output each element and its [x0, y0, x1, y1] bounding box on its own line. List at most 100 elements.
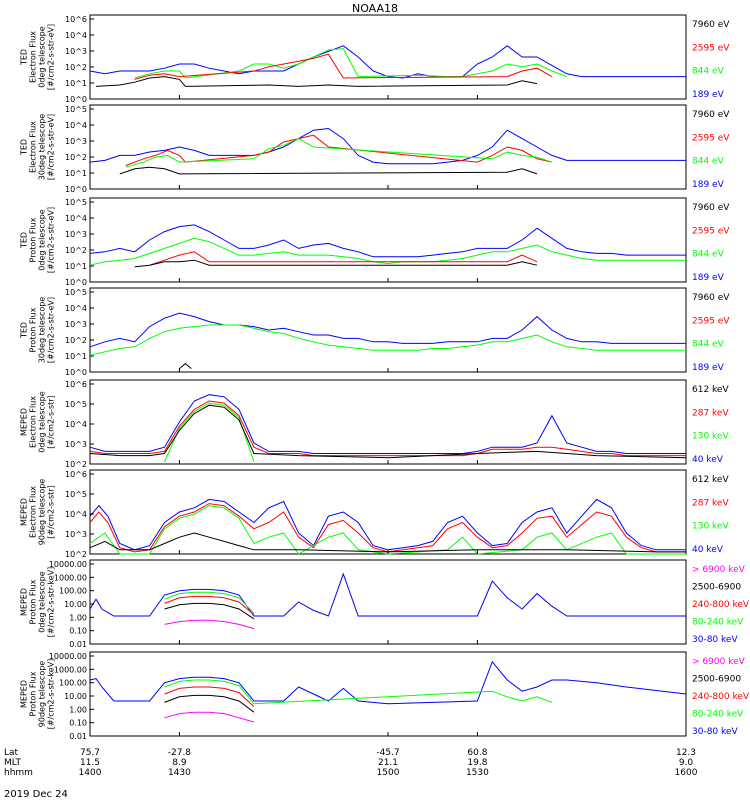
y-tick-label: 10^3	[65, 230, 87, 239]
series-line-1	[89, 127, 686, 165]
y-tick-label: 10^5	[65, 105, 87, 114]
y-axis-label-line: [#/cm2-s-str-keV]	[47, 659, 56, 730]
y-axis-label-line: 90deg telescope	[38, 661, 47, 728]
y-axis-label: MEPEDProton Flux90deg telescope[#/cm2-s-…	[20, 659, 56, 730]
series-line-2	[89, 237, 686, 266]
legend-entry: 287 keV	[692, 408, 729, 418]
panel-frame	[89, 287, 687, 373]
y-axis-label-line: Proton Flux	[29, 217, 38, 262]
legend-entry: 130 keV	[692, 432, 729, 442]
series-line-3	[125, 138, 553, 168]
y-tick-label: 10^6	[65, 15, 87, 24]
panel-1: 10^6 10^4 10^3 10^2 10^1 10^0 TEDElectron Flux…	[20, 14, 730, 104]
y-tick-label: 10^0	[65, 278, 87, 287]
y-tick-label: 10^4	[65, 304, 87, 313]
y-axis-label-line: 0deg telescope	[38, 209, 47, 270]
y-tick-label: 10^3	[65, 137, 87, 146]
x-tick-label-lat: 60.8	[467, 748, 487, 758]
panel-2: 10^5 10^4 10^3 10^2 10^1 10^0 TEDElectron Flux…	[20, 104, 730, 194]
y-tick-label: 10^3	[65, 530, 87, 539]
x-tick-label-hhmm: 1530	[466, 768, 489, 778]
y-axis-label-line: MEPED	[20, 408, 29, 436]
y-axis-label-line: 30deg telescope	[38, 297, 47, 364]
panel-7: 10000.00 1000.00 100.00 10.00 1.00 0.10 0.01 ME…	[20, 559, 750, 649]
series-line-4	[134, 259, 538, 268]
series-line-3	[134, 53, 553, 80]
series-line-1	[89, 224, 686, 258]
series-line-4	[95, 76, 538, 87]
y-axis-label-line: 30deg telescope	[38, 114, 47, 181]
series-line-3	[149, 251, 538, 266]
y-tick-label: 10^6	[65, 470, 87, 479]
y-axis-label-line: MEPED	[20, 498, 29, 526]
y-axis-label-line: Electron Flux	[29, 31, 38, 83]
series-line-4	[164, 694, 255, 713]
legend-entry: 130 keV	[692, 522, 729, 532]
legend-entry: 612 keV	[692, 475, 729, 485]
y-tick-label: 10^1	[65, 79, 87, 88]
legend-entry: 40 keV	[692, 545, 724, 555]
y-axis-label-line: Proton Flux	[29, 307, 38, 352]
y-axis-label-line: 0deg telescope	[38, 571, 47, 632]
x-tick-label-lat: 75.7	[80, 748, 100, 758]
series-line-2	[125, 134, 553, 166]
legend-entry: 30-80 keV	[692, 635, 738, 645]
y-axis-label-line: Electron Flux	[29, 121, 38, 173]
series-line-1	[89, 498, 686, 551]
panel-frame	[89, 651, 687, 737]
y-tick-label: 10^2	[65, 246, 87, 255]
x-row-label: MLT	[4, 758, 22, 768]
y-axis-label-line: TED	[20, 49, 29, 66]
y-axis-label-line: Electron Flux	[29, 396, 38, 448]
legend-entry: 2595 eV	[692, 133, 730, 143]
y-tick-label: 10^4	[65, 214, 87, 223]
panel-6: 10^6 10^5 10^4 10^3 10^2 MEPEDElectron Flux90…	[20, 469, 729, 559]
y-tick-label: 10^5	[65, 490, 87, 499]
y-axis-label-line: MEPED	[20, 680, 29, 708]
series-line-4	[89, 404, 687, 459]
legend-entry: 240-800 keV	[692, 600, 750, 610]
legend-entry: > 6900 keV	[692, 565, 746, 575]
y-axis-label-line: 90deg telescope	[38, 479, 47, 546]
panel-frame	[89, 559, 687, 645]
y-tick-label: 10^2	[65, 336, 87, 345]
x-tick-label-mlt: 21.1	[378, 758, 398, 768]
panel-frame	[89, 197, 687, 283]
series-line-3	[89, 505, 686, 555]
x-tick-label-mlt: 19.8	[467, 758, 487, 768]
series-line-3	[179, 362, 192, 369]
y-tick-label: 1.00	[69, 705, 87, 714]
series-line-2	[134, 48, 567, 79]
y-tick-label: 0.10	[69, 627, 87, 636]
series-line-2	[89, 324, 686, 356]
y-axis-label-line: [#/cm2-s-str-eV]	[47, 114, 56, 180]
y-axis-label: MEPEDElectron Flux0deg telescope[#/cm2-s…	[20, 391, 56, 452]
y-tick-label: 10^4	[65, 31, 87, 40]
y-tick-label: 10.00	[64, 600, 87, 609]
y-axis-label-line: [#/cm2-s-str-eV]	[47, 207, 56, 273]
chart-title: NOAA18	[352, 2, 398, 15]
y-axis-label-line: [#/cm2-s-str]	[47, 485, 56, 538]
x-tick-label-hhmm: 1600	[675, 768, 698, 778]
legend-entry: 287 keV	[692, 498, 729, 508]
y-tick-label: 10^1	[65, 262, 87, 271]
series-line-3	[164, 595, 255, 615]
y-axis-label-line: MEPED	[20, 588, 29, 616]
y-tick-label: 10^5	[65, 400, 87, 409]
y-axis-label-line: TED	[20, 139, 29, 156]
legend-entry: 844 eV	[692, 157, 725, 167]
y-tick-label: 10^4	[65, 121, 87, 130]
y-tick-label: 10^5	[65, 198, 87, 207]
legend-entry: 7960 eV	[692, 110, 730, 120]
y-axis-label: MEPEDElectron Flux90deg telescope[#/cm2-…	[20, 479, 56, 546]
x-row-label: hhmm	[4, 768, 33, 778]
series-line-2	[164, 679, 553, 705]
y-tick-label: 10000.00	[49, 560, 87, 569]
y-tick-label: 10^3	[65, 320, 87, 329]
y-tick-label: 10^0	[65, 368, 87, 377]
y-tick-label: 10^0	[65, 95, 87, 104]
legend-entry: 240-800 keV	[692, 692, 750, 702]
